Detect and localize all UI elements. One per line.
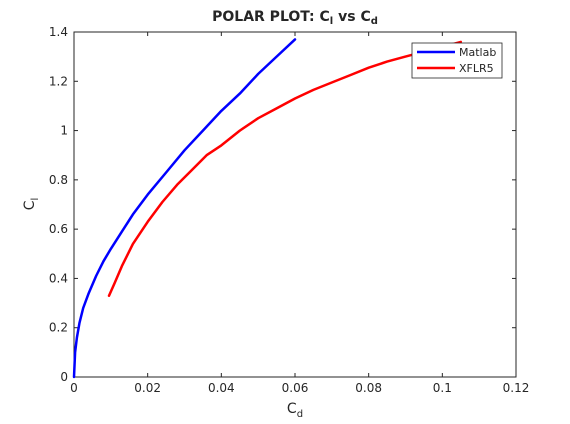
y-axis-label-main: C [22, 200, 38, 210]
plot-area [73, 31, 517, 378]
y-tick-label: 0.2 [49, 321, 68, 335]
y-tick-label: 1 [60, 124, 68, 138]
x-axis-label-main: C [287, 401, 297, 417]
legend-label-matlab: Matlab [459, 46, 496, 59]
chart-title: POLAR PLOT: Cl vs Cd [212, 9, 378, 27]
axis-ticks: 0 0.02 0.04 0.06 0.08 0.1 0.12 0 0.2 0.4 0.6 0.8 1 1.… [49, 25, 529, 395]
legend-label-xflr5: XFLR5 [459, 62, 494, 75]
series-line-matlab [72, 38, 297, 379]
y-tick-label: 0.6 [49, 222, 68, 236]
chart-title-sub1: l [330, 16, 333, 27]
x-tick-label: 0.1 [433, 381, 452, 395]
chart-title-mid: vs C [333, 9, 370, 25]
x-tick-label: 0.12 [503, 381, 530, 395]
y-axis-label-sub: l [30, 198, 41, 201]
y-tick-label: 0.8 [49, 173, 68, 187]
chart-title-main: POLAR PLOT: C [212, 9, 330, 25]
chart-title-sub2: d [371, 16, 378, 27]
legend-box [411, 42, 503, 79]
legend: Matlab XFLR5 [411, 42, 503, 79]
y-tick-label: 1.4 [49, 25, 68, 39]
x-axis-label-sub: d [297, 409, 303, 420]
series-line-xflr5 [107, 40, 463, 297]
y-axis-label: Cl [22, 198, 41, 211]
x-tick-label: 0 [70, 381, 78, 395]
x-tick-label: 0.02 [134, 381, 161, 395]
x-tick-label: 0.04 [208, 381, 235, 395]
x-tick-label: 0.08 [355, 381, 382, 395]
series-lines [72, 38, 463, 379]
x-tick-label: 0.06 [282, 381, 309, 395]
x-axis-label: Cd [287, 401, 303, 420]
y-tick-label: 0 [60, 370, 68, 384]
y-tick-label: 0.4 [49, 271, 68, 285]
y-tick-label: 1.2 [49, 74, 68, 88]
